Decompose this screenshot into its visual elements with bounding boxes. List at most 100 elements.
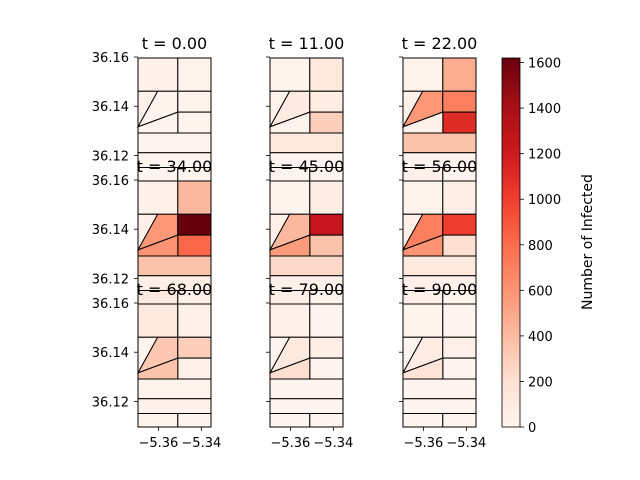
- cell-4-5: [177, 213, 212, 236]
- colorbar-tick-label: 1600: [528, 57, 561, 72]
- panel-title: t = 90.00: [402, 280, 478, 299]
- panel-7: t = 68.00 36.16 36.14 36.12 −5.36 −5.34: [92, 280, 221, 451]
- cell-1-1: [137, 57, 179, 92]
- x-tick-label: −5.34: [313, 436, 353, 451]
- cell-7-10: [137, 413, 179, 428]
- cell-9-6: [442, 357, 477, 380]
- colorbar-tick-label: 1000: [528, 193, 561, 208]
- panel-title: t = 56.00: [402, 157, 478, 176]
- panel-title: t = 45.00: [269, 157, 345, 176]
- colorbar-tick-label: 800: [528, 239, 553, 254]
- cell-7-9: [137, 398, 212, 414]
- y-tick-label: 36.14: [92, 346, 129, 361]
- cell-3-6: [442, 111, 477, 134]
- panel-title: t = 22.00: [402, 34, 478, 53]
- colorbar-label: Number of Infected: [580, 174, 596, 310]
- cell-7-6: [177, 357, 212, 380]
- cell-2-5: [309, 90, 344, 113]
- cell-8-6: [309, 357, 344, 380]
- panel-title: t = 79.00: [269, 280, 345, 299]
- cell-4-2: [177, 180, 212, 215]
- y-tick-label: 36.16: [92, 174, 129, 189]
- cell-5-5: [309, 213, 344, 236]
- cell-2-1: [269, 57, 311, 92]
- cell-8-5: [309, 336, 344, 359]
- cell-9-10: [402, 413, 444, 428]
- cell-9-8: [402, 378, 477, 400]
- cell-8-1: [269, 303, 311, 338]
- cell-4-6: [177, 234, 212, 257]
- panel-title: t = 0.00: [142, 34, 207, 53]
- cell-6-2: [442, 180, 477, 215]
- cell-1-8: [137, 132, 212, 154]
- x-tick-label: −5.36: [403, 436, 443, 451]
- cell-8-8: [269, 378, 344, 400]
- y-tick-label: 36.12: [92, 395, 129, 410]
- cell-7-8: [137, 378, 212, 400]
- cell-3-5: [442, 90, 477, 113]
- cell-9-11: [442, 413, 477, 428]
- panel-9: t = 90.00 −5.36 −5.34: [399, 280, 486, 451]
- cell-2-6: [309, 111, 344, 134]
- y-tick-label: 36.16: [92, 51, 129, 66]
- cell-3-1: [402, 57, 444, 92]
- panel-6: t = 56.00: [399, 157, 477, 308]
- panel-title: t = 11.00: [269, 34, 345, 53]
- cell-2-8: [269, 132, 344, 154]
- cell-1-2: [177, 57, 212, 92]
- cell-3-2: [442, 57, 477, 92]
- colorbar-tick-label: 600: [528, 284, 553, 299]
- cell-6-6: [442, 234, 477, 257]
- panel-title: t = 68.00: [137, 280, 213, 299]
- cell-5-6: [309, 234, 344, 257]
- cell-6-8: [402, 255, 477, 277]
- cell-8-9: [269, 398, 344, 414]
- cell-4-8: [137, 255, 212, 277]
- y-tick-label: 36.12: [92, 149, 129, 164]
- x-tick-label: −5.36: [138, 436, 178, 451]
- cell-5-1: [269, 180, 311, 215]
- colorbar-gradient: [501, 57, 521, 428]
- y-tick-label: 36.16: [92, 297, 129, 312]
- cell-9-5: [442, 336, 477, 359]
- x-tick-label: −5.34: [181, 436, 221, 451]
- cell-6-1: [402, 180, 444, 215]
- cell-5-2: [309, 180, 344, 215]
- cell-8-11: [309, 413, 344, 428]
- colorbar-tick-label: 200: [528, 375, 553, 390]
- x-tick-label: −5.34: [446, 436, 486, 451]
- cell-3-8: [402, 132, 477, 154]
- colorbar-tick-label: 1400: [528, 102, 561, 117]
- panel-2: t = 11.00: [266, 34, 344, 185]
- cell-9-1: [402, 303, 444, 338]
- colorbar-tick-label: 0: [528, 421, 536, 436]
- panel-4: t = 34.00 36.16 36.14 36.12: [92, 157, 213, 308]
- panel-title: t = 34.00: [137, 157, 213, 176]
- cell-1-6: [177, 111, 212, 134]
- cell-7-2: [177, 303, 212, 338]
- cell-9-9: [402, 398, 477, 414]
- cell-8-10: [269, 413, 311, 428]
- cell-7-5: [177, 336, 212, 359]
- panel-8: t = 79.00 −5.36 −5.34: [266, 280, 353, 451]
- y-tick-label: 36.14: [92, 223, 129, 238]
- panel-5: t = 45.00: [266, 157, 344, 308]
- colorbar-tick-label: 1200: [528, 148, 561, 163]
- cell-7-1: [137, 303, 179, 338]
- y-tick-label: 36.12: [92, 272, 129, 287]
- colorbar-tick-label: 400: [528, 330, 553, 345]
- panel-3: t = 22.00: [399, 34, 477, 185]
- y-tick-label: 36.14: [92, 100, 129, 115]
- cell-4-1: [137, 180, 179, 215]
- cell-7-11: [177, 413, 212, 428]
- panels-group: t = 0.00 36.16 36.14 36.12 t = 11.00 t = 22.0…: [92, 34, 486, 451]
- cell-9-2: [442, 303, 477, 338]
- colorbar: 0 200 400 600 800 1000 1200 1400 1600 Number of …: [501, 57, 596, 436]
- cell-2-2: [309, 57, 344, 92]
- colorbar-ticks: 0 200 400 600 800 1000 1200 1400 1600: [520, 57, 561, 436]
- cell-8-2: [309, 303, 344, 338]
- cell-6-5: [442, 213, 477, 236]
- cell-1-5: [177, 90, 212, 113]
- x-tick-label: −5.36: [270, 436, 310, 451]
